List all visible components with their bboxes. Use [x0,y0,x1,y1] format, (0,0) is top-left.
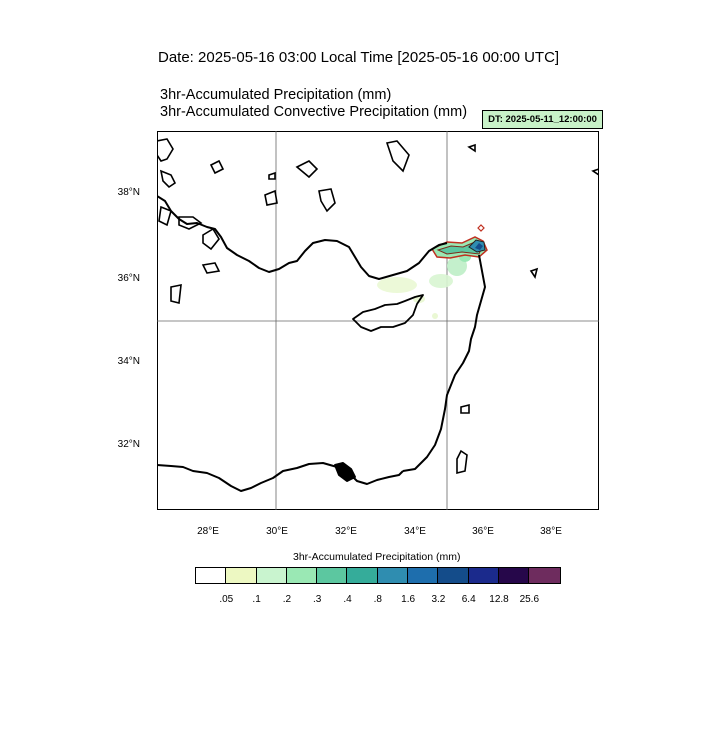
precip-blob [432,313,438,319]
colorbar-label: 12.8 [489,594,509,605]
island [318,188,336,213]
colorbar [195,567,561,584]
colorbar-cell [438,568,469,583]
island [158,205,172,227]
island [268,171,276,180]
colorbar-cell [317,568,348,583]
island [157,138,174,162]
island [591,168,599,176]
dt-badge: DT: 2025-05-11_12:00:00 [482,110,603,129]
lon-label: 28°E [197,526,219,537]
precip-blob [429,274,453,288]
colorbar-title: 3hr-Accumulated Precipitation (mm) [293,551,461,563]
island [201,262,221,274]
aegean-islands [157,138,599,475]
island [529,267,539,279]
convective-subtitle: 3hr-Accumulated Convective Precipitation… [160,104,468,120]
lat-label: 36°N [117,273,140,284]
colorbar-cell [196,568,227,583]
colorbar-label: 25.6 [519,594,540,605]
colorbar-cell [226,568,257,583]
island [159,169,177,189]
island [264,189,278,206]
precip-blob [377,277,417,293]
lat-label: 34°N [117,356,140,367]
contour-small [477,224,485,232]
island [202,227,220,251]
colorbar-cell [498,568,530,583]
island [385,140,410,173]
island [456,449,468,475]
colorbar-label: 6.4 [461,594,476,605]
colorbar-label: .1 [252,594,261,605]
lon-label: 32°E [335,526,357,537]
island [460,403,470,414]
lat-label: 38°N [117,187,140,198]
colorbar-cell [286,568,318,583]
colorbar-label: .8 [373,594,382,605]
colorbar-label: 3.2 [431,594,446,605]
colorbar-label: .3 [313,594,322,605]
colorbar-cell [468,568,499,583]
island [170,284,182,304]
nile-delta [334,462,356,482]
lon-label: 34°E [404,526,426,537]
lat-label: 32°N [117,439,140,450]
colorbar-cell [347,568,378,583]
colorbar-label: .4 [343,594,352,605]
lon-label: 38°E [540,526,562,537]
colorbar-cell [377,568,409,583]
island [295,160,319,179]
map-svg [157,131,599,510]
north-africa-coast [157,462,404,492]
convective-contours [430,224,488,259]
contour-core [475,243,483,250]
colorbar-label: .05 [219,594,234,605]
map-panel [157,131,599,510]
island [467,143,476,153]
map-border [157,131,599,510]
lon-label: 30°E [266,526,288,537]
precip-subtitle: 3hr-Accumulated Precipitation (mm) [160,87,392,103]
colorbar-cell [529,568,560,583]
colorbar-label: 1.6 [401,594,416,605]
colorbar-cell [256,568,287,583]
map-title: Date: 2025-05-16 03:00 Local Time [2025-… [158,49,560,66]
island [209,159,225,175]
colorbar-cell [408,568,439,583]
levant-coast [402,254,486,472]
colorbar-label: .2 [282,594,292,605]
island [178,216,203,230]
cyprus [352,294,424,332]
lon-label: 36°E [472,526,494,537]
